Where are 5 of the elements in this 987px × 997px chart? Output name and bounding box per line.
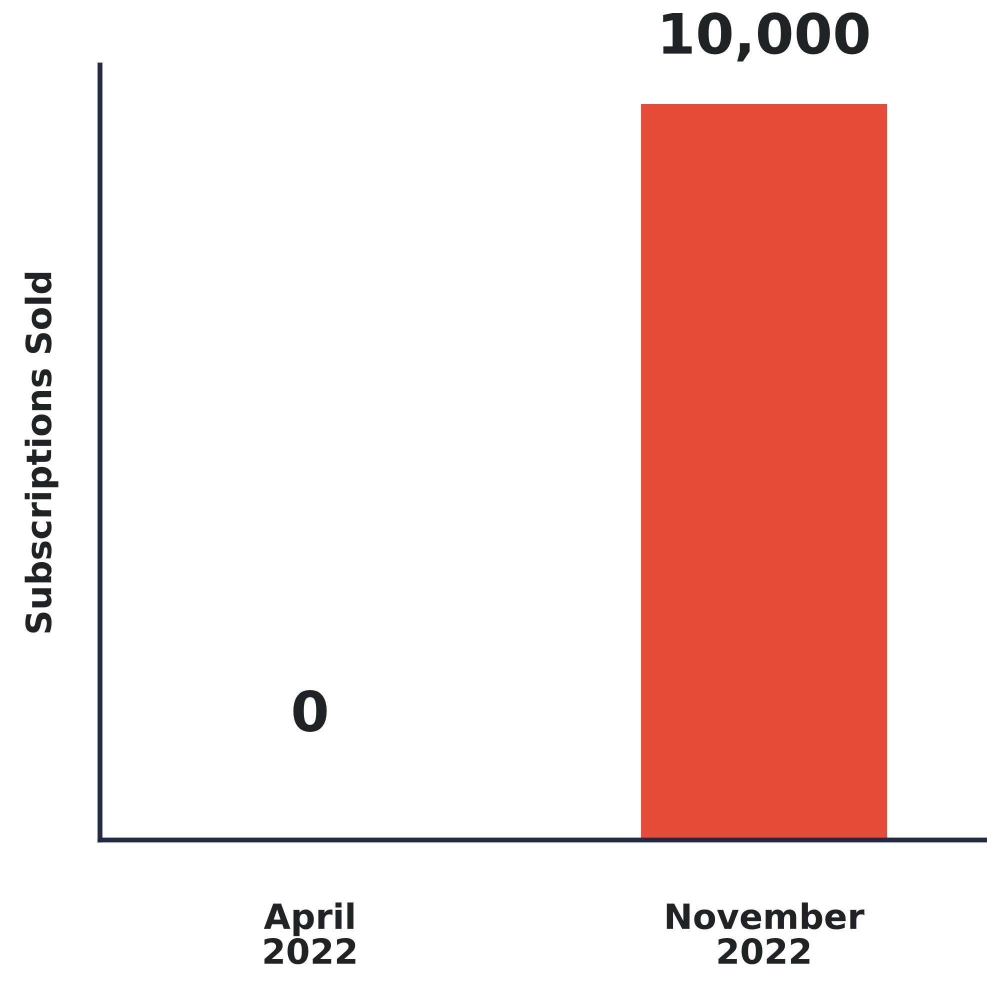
data-label: 0	[293, 690, 327, 732]
data-label: 10,000	[663, 12, 869, 62]
y-axis-title: Subscriptions Sold	[24, 272, 58, 633]
x-tick-label: April 2022	[264, 902, 356, 964]
x-tick-label: November 2022	[666, 902, 864, 964]
